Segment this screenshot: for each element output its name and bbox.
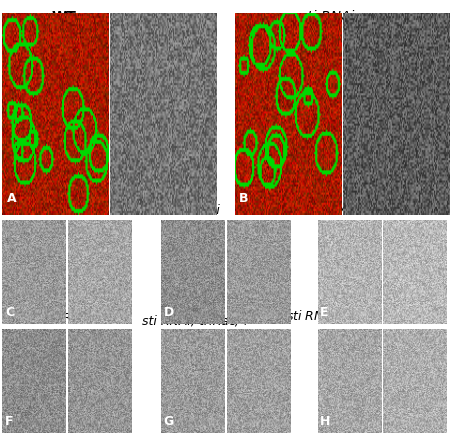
Text: sti RNAi; triRac/+: sti RNAi; triRac/+ (142, 314, 250, 327)
Text: E: E (320, 306, 328, 319)
Text: sti RNAi; sqh$^{E20E21}$/+: sti RNAi; sqh$^{E20E21}$/+ (286, 308, 415, 327)
Text: WT: WT (52, 10, 76, 24)
Text: D: D (164, 306, 174, 319)
Text: sti RNAi: sti RNAi (171, 204, 220, 217)
Text: B: B (239, 192, 248, 205)
Text: F: F (5, 415, 13, 428)
Text: sti RNAi; Rho1$^{720}$/+: sti RNAi; Rho1$^{720}$/+ (5, 309, 128, 327)
Text: WT: WT (55, 204, 78, 217)
Text: sti RNAi: sti RNAi (300, 10, 354, 24)
Text: sti RNAi; sti$^3$/+: sti RNAi; sti$^3$/+ (304, 199, 398, 217)
Text: C: C (5, 306, 14, 319)
Text: A: A (7, 192, 16, 205)
Text: G: G (164, 415, 174, 428)
Text: H: H (320, 415, 330, 428)
